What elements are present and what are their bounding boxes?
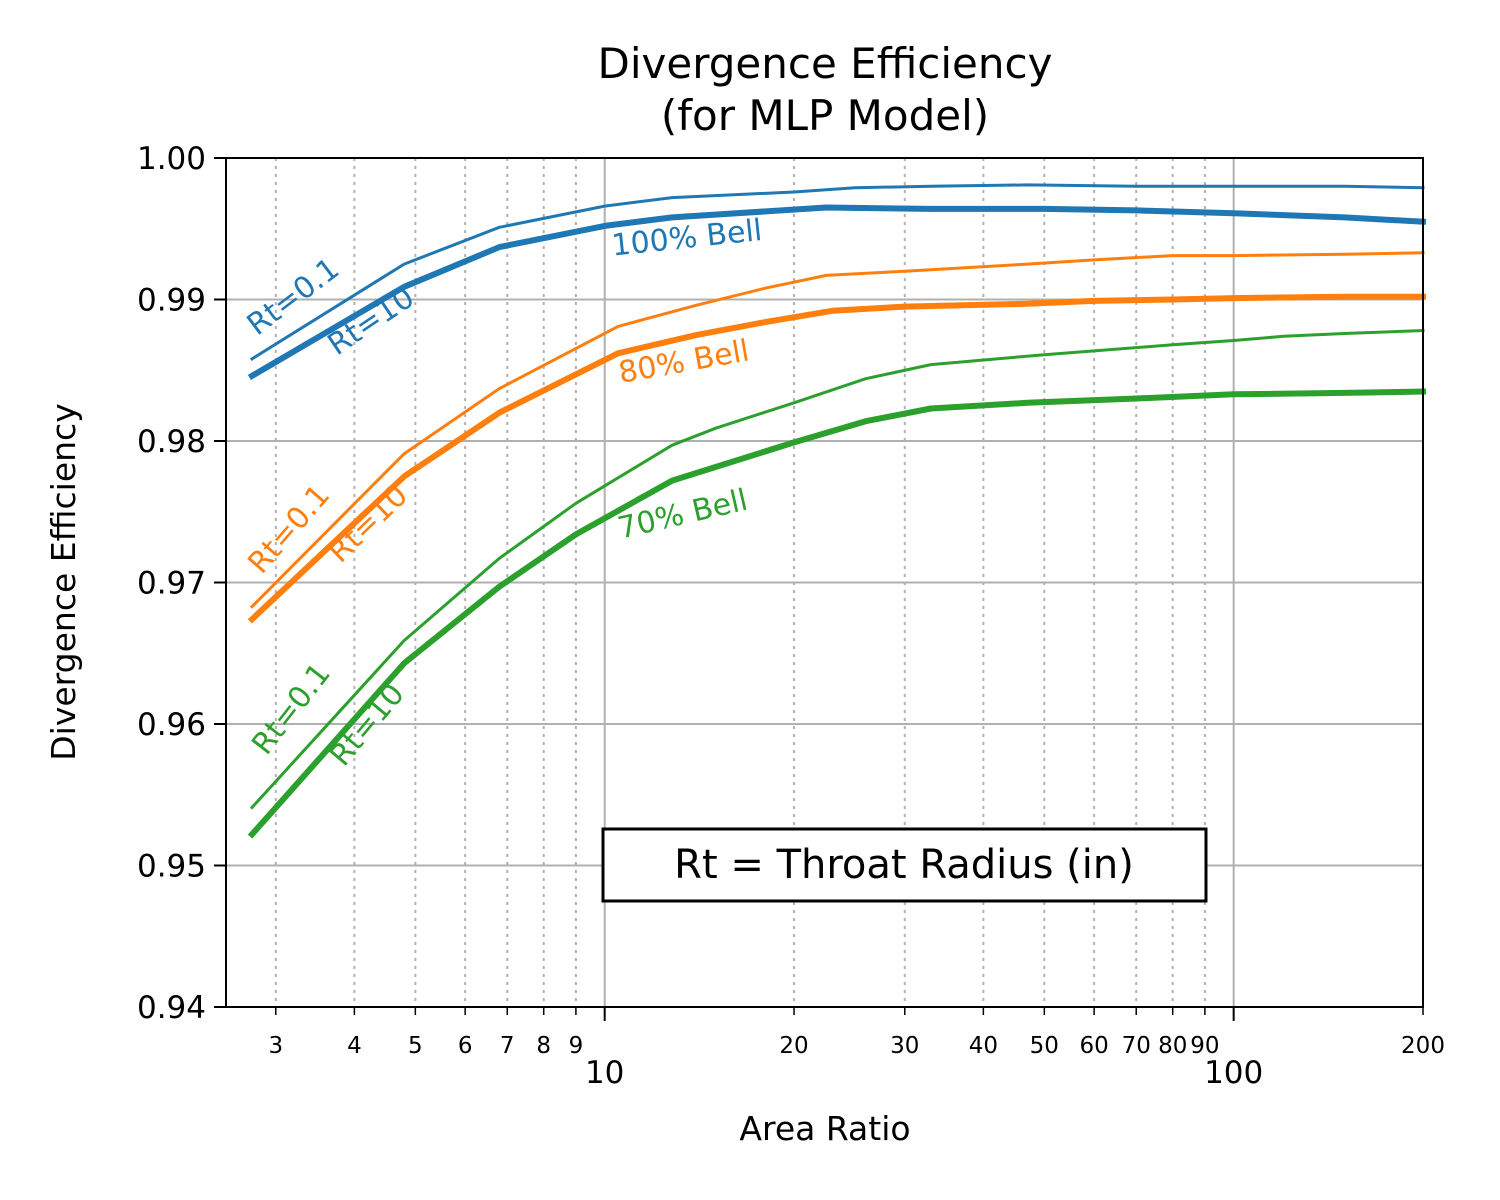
x-minor-tick-label: 8 — [536, 1033, 551, 1059]
x-minor-tick-label: 80 — [1158, 1033, 1187, 1059]
series-line-0 — [249, 183, 1425, 361]
x-minor-tick-label: 5 — [408, 1033, 423, 1059]
y-tick-label: 1.00 — [137, 141, 206, 177]
x-minor-tick-label: 4 — [347, 1033, 362, 1059]
y-axis-label: Divergence Efficiency — [44, 403, 83, 760]
x-minor-tick-label: 200 — [1401, 1033, 1445, 1059]
y-tick-label: 0.98 — [137, 424, 206, 460]
x-minor-tick-label: 6 — [458, 1033, 473, 1059]
chart-title: Divergence Efficiency — [598, 39, 1053, 88]
y-tick-label: 0.99 — [137, 283, 206, 319]
curve-label: 70% Bell — [615, 483, 751, 547]
y-tick-label: 0.97 — [137, 566, 206, 602]
x-minor-tick-label: 70 — [1122, 1033, 1151, 1059]
annotation-text: Rt = Throat Radius (in) — [674, 842, 1134, 888]
chart-subtitle: (for MLP Model) — [661, 91, 989, 140]
series-line-3 — [247, 293, 1426, 624]
x-minor-tick-label: 9 — [569, 1033, 584, 1059]
x-minor-tick-label: 40 — [969, 1033, 998, 1059]
curve-label: Rt=0.1 — [241, 478, 337, 581]
annotation-frame — [601, 827, 1208, 903]
curve-label: Rt=10 — [322, 280, 421, 363]
y-tick-label: 0.95 — [137, 849, 206, 885]
series-line-4 — [249, 329, 1425, 810]
x-axis-label: Area Ratio — [739, 1109, 910, 1148]
annotation-box: Rt = Throat Radius (in) — [601, 827, 1208, 903]
x-minor-tick-label: 7 — [500, 1033, 515, 1059]
x-major-tick-label: 10 — [585, 1055, 624, 1091]
x-major-tick-label: 100 — [1204, 1055, 1263, 1091]
curve-label: Rt=0.1 — [245, 657, 338, 762]
x-minor-tick-label: 50 — [1030, 1033, 1059, 1059]
x-minor-tick-label: 60 — [1079, 1033, 1108, 1059]
x-minor-tick-label: 3 — [268, 1033, 283, 1059]
series-line-1 — [247, 204, 1427, 381]
curve-label: 80% Bell — [616, 333, 752, 390]
series-lines — [247, 183, 1427, 839]
series-line-2 — [249, 251, 1425, 609]
x-minor-tick-label: 20 — [779, 1033, 808, 1059]
series-line-5 — [247, 388, 1427, 839]
x-minor-tick-label: 30 — [890, 1033, 919, 1059]
x-minor-tick-label: 90 — [1190, 1033, 1219, 1059]
y-tick-label: 0.94 — [137, 990, 206, 1026]
y-tick-label: 0.96 — [137, 707, 206, 743]
grid-lines — [226, 157, 1424, 1008]
